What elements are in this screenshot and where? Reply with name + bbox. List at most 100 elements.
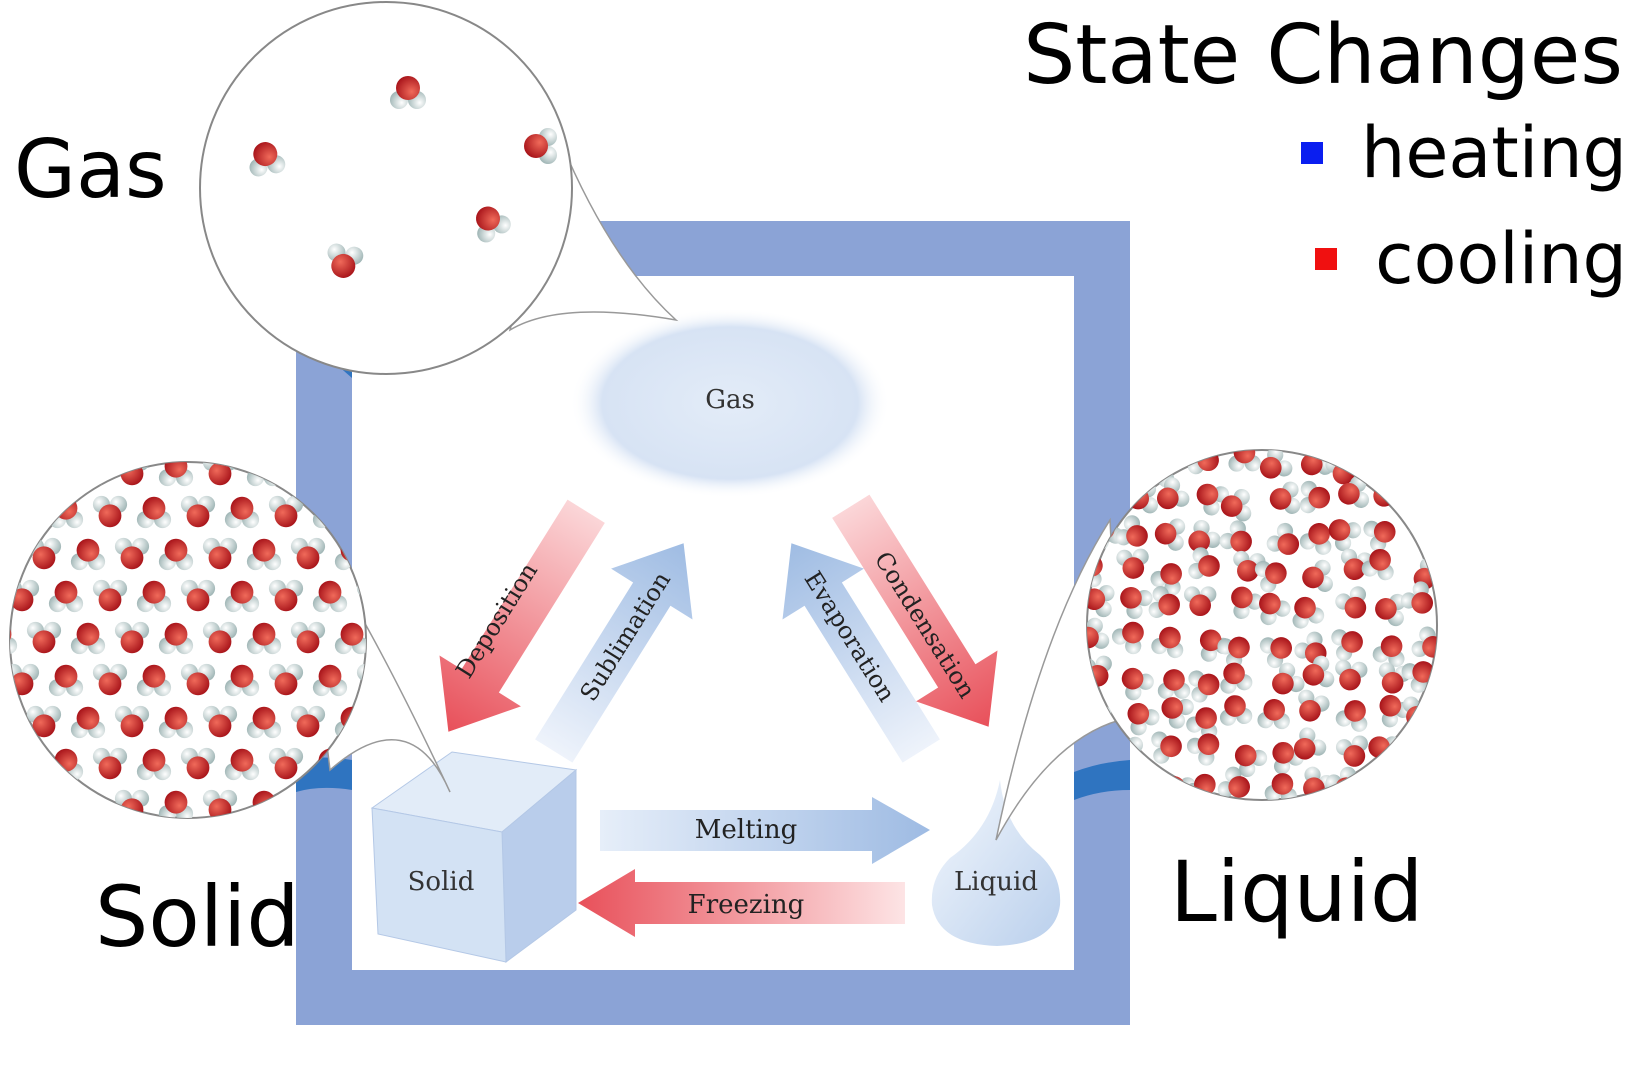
water-molecule [1254, 560, 1287, 593]
side-label-gas: Gas [14, 123, 167, 216]
water-molecule [1183, 586, 1217, 617]
melting-label: Melting [695, 815, 797, 845]
page-title: State Changes [1023, 8, 1623, 103]
water-molecule [1154, 518, 1186, 551]
water-molecule [249, 142, 286, 177]
water-molecule [202, 537, 238, 570]
water-molecule [1299, 480, 1331, 514]
water-molecule [1259, 592, 1291, 626]
water-molecule [1376, 779, 1409, 800]
water-molecule [180, 663, 216, 696]
water-molecule [26, 705, 62, 738]
water-molecule [1328, 519, 1362, 552]
legend-heating: heating [1300, 112, 1627, 194]
water-molecule [158, 622, 194, 655]
water-molecule [10, 747, 40, 780]
water-molecule [136, 496, 172, 529]
liquid-state-label: Liquid [954, 867, 1038, 897]
water-molecule [1188, 519, 1221, 553]
water-molecule [1375, 593, 1406, 627]
water-molecule [1362, 450, 1394, 477]
legend-heating-swatch [1300, 142, 1323, 164]
water-molecule [1302, 559, 1333, 593]
water-molecule [70, 622, 106, 655]
water-molecule [1151, 626, 1184, 659]
water-molecule [158, 706, 194, 739]
water-molecule [1161, 697, 1194, 729]
water-molecule [476, 206, 511, 243]
water-molecule [1335, 735, 1368, 767]
water-molecule [1148, 586, 1180, 618]
water-molecule [70, 706, 106, 739]
arrow-melting: Melting [600, 797, 930, 864]
water-molecule [1415, 767, 1437, 800]
water-molecule [1299, 523, 1332, 555]
water-molecule [1120, 587, 1153, 619]
water-molecule [70, 538, 106, 571]
water-molecule [136, 748, 172, 781]
water-molecule [10, 790, 18, 818]
water-molecule [312, 580, 348, 613]
water-molecule [334, 622, 366, 655]
water-molecule [1272, 662, 1305, 695]
water-molecule [10, 495, 40, 528]
water-molecule [1186, 733, 1220, 766]
water-molecule [268, 495, 304, 528]
water-molecule [1335, 700, 1368, 732]
water-molecule [1401, 661, 1435, 693]
water-molecule [180, 495, 216, 528]
water-molecule [1335, 586, 1367, 619]
water-molecule [1298, 689, 1330, 722]
water-molecule [1272, 741, 1304, 775]
water-molecule [1196, 483, 1230, 516]
water-molecule [290, 537, 326, 570]
water-molecule [48, 580, 84, 613]
water-molecule [224, 664, 260, 697]
water-molecule [10, 538, 18, 571]
water-molecule [1259, 637, 1293, 669]
water-molecule [390, 76, 426, 109]
water-molecule [1121, 667, 1154, 701]
water-molecule [202, 705, 238, 738]
water-molecule [114, 537, 150, 570]
water-molecule [1151, 731, 1182, 764]
water-molecule [1220, 489, 1252, 522]
water-molecule [1228, 450, 1261, 472]
gas-magnifier [199, 1, 573, 375]
water-molecule [246, 622, 282, 655]
water-molecule [1150, 563, 1182, 596]
water-molecule [1259, 450, 1293, 479]
liquid-drop: Liquid [931, 780, 1061, 946]
water-molecule [1269, 481, 1301, 514]
water-molecule [1292, 596, 1325, 629]
water-molecule [1219, 520, 1252, 553]
water-molecule [1127, 702, 1160, 736]
gas-state-label: Gas [705, 385, 755, 415]
water-molecule [224, 748, 260, 781]
water-molecule [92, 495, 128, 528]
water-molecule [290, 621, 326, 654]
water-molecule [1400, 581, 1434, 614]
water-molecule [180, 747, 216, 780]
water-molecule [1363, 520, 1396, 552]
water-molecule [224, 496, 260, 529]
water-molecule [10, 706, 18, 739]
water-molecule [202, 621, 238, 654]
water-molecule [92, 663, 128, 696]
water-molecule [92, 747, 128, 780]
water-molecule [10, 622, 18, 655]
legend-cooling-swatch [1315, 248, 1338, 270]
water-molecule [1331, 629, 1363, 661]
water-molecule [70, 462, 106, 487]
water-molecule [26, 789, 62, 818]
water-molecule [92, 579, 128, 612]
water-molecule [1302, 655, 1335, 688]
water-molecule [1411, 626, 1437, 658]
water-molecule [136, 580, 172, 613]
water-molecule [1398, 450, 1431, 480]
water-molecule [1340, 548, 1373, 581]
water-molecule [1188, 670, 1220, 703]
water-molecule [1266, 522, 1300, 555]
water-molecule [290, 705, 326, 738]
